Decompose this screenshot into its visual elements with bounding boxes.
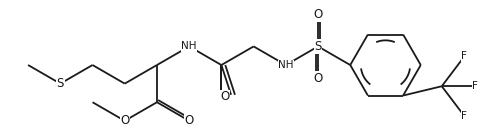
Text: NH: NH <box>278 60 294 70</box>
Text: O: O <box>120 114 129 127</box>
Text: F: F <box>472 81 478 91</box>
Text: F: F <box>461 111 467 121</box>
Text: O: O <box>220 90 229 103</box>
Text: O: O <box>313 8 323 21</box>
Text: F: F <box>461 51 467 62</box>
Text: S: S <box>57 77 64 90</box>
Text: NH: NH <box>182 41 197 51</box>
Text: O: O <box>185 114 194 127</box>
Text: S: S <box>314 40 322 53</box>
Text: O: O <box>313 72 323 84</box>
